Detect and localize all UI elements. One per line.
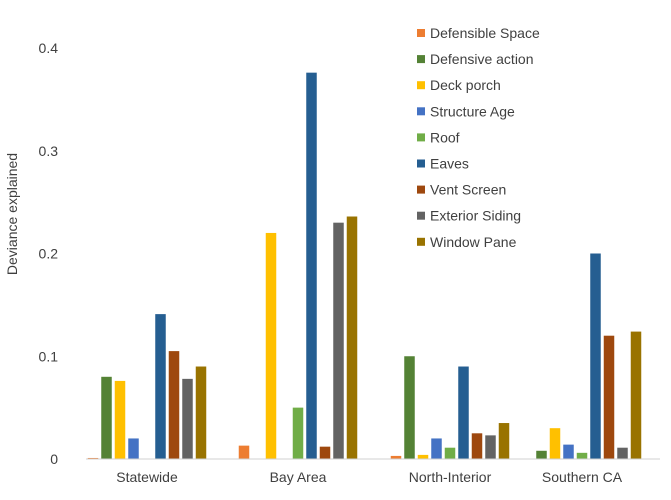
- legend-label: Defensible Space: [430, 25, 540, 41]
- bar: [319, 446, 331, 459]
- bar: [431, 438, 442, 459]
- bar: [346, 216, 358, 459]
- bar: [536, 450, 547, 459]
- bars: [87, 72, 642, 460]
- legend-swatch: [417, 211, 425, 220]
- y-tick-label: 0: [50, 451, 58, 467]
- bar: [498, 423, 510, 459]
- bar: [617, 447, 628, 459]
- legend-label: Structure Age: [430, 103, 515, 119]
- y-axis-title: Deviance explained: [4, 153, 20, 275]
- legend: Defensible Space Defensive action Deck por…: [417, 25, 540, 250]
- x-category-label: North-Interior: [409, 469, 492, 485]
- x-axis-labels: Statewide Bay Area North-Interior Southern …: [116, 469, 622, 485]
- bar: [390, 455, 402, 459]
- bar: [603, 335, 615, 459]
- legend-swatch: [417, 133, 425, 142]
- legend-label: Exterior Siding: [430, 208, 521, 224]
- bar: [630, 331, 642, 459]
- bar: [128, 438, 139, 459]
- bar: [87, 457, 99, 459]
- legend-swatch: [417, 55, 425, 64]
- bar: [333, 222, 344, 459]
- bar: [155, 314, 166, 459]
- legend-swatch: [417, 159, 425, 168]
- bar: [292, 407, 304, 460]
- legend-swatch: [417, 237, 425, 246]
- y-tick-label: 0.4: [39, 40, 59, 56]
- bar: [417, 454, 429, 459]
- bar: [265, 232, 277, 459]
- y-axis: 0 0.1 0.2 0.3 0.4: [39, 40, 59, 467]
- bar: [238, 445, 250, 459]
- bar: [404, 356, 415, 459]
- x-category-label: Southern CA: [542, 469, 623, 485]
- x-category-label: Statewide: [116, 469, 178, 485]
- y-tick-label: 0.1: [39, 348, 59, 364]
- legend-label: Roof: [430, 129, 460, 145]
- legend-label: Eaves: [430, 156, 469, 172]
- bar: [306, 72, 317, 459]
- bar: [195, 366, 207, 459]
- legend-label: Vent Screen: [430, 182, 506, 198]
- bar: [458, 366, 469, 459]
- bar: [471, 433, 483, 459]
- y-tick-label: 0.2: [39, 246, 59, 262]
- legend-swatch: [417, 107, 425, 116]
- legend-label: Deck porch: [430, 77, 501, 93]
- bar: [563, 444, 574, 459]
- legend-swatch: [417, 185, 425, 194]
- bar: [444, 447, 456, 459]
- legend-label: Window Pane: [430, 234, 517, 250]
- bar: [182, 378, 193, 459]
- bar: [168, 351, 180, 459]
- legend-label: Defensive action: [430, 51, 534, 67]
- x-category-label: Bay Area: [270, 469, 327, 485]
- y-tick-label: 0.3: [39, 143, 59, 159]
- legend-swatch: [417, 81, 425, 90]
- bar: [114, 380, 126, 459]
- bar: [590, 253, 601, 459]
- bar: [549, 428, 561, 459]
- bar: [485, 435, 496, 459]
- legend-swatch: [417, 29, 425, 37]
- bar: [576, 452, 588, 459]
- bar: [101, 376, 112, 459]
